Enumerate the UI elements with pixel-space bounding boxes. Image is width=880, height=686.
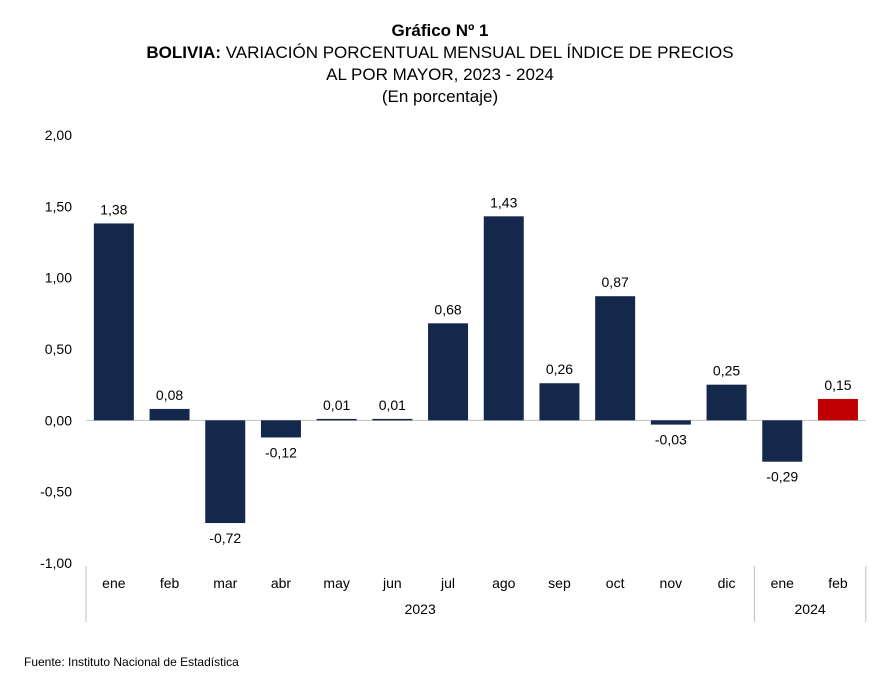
x-tick-label: jul [440,575,455,591]
data-label: 1,43 [490,194,517,210]
bar-jun [372,418,413,421]
bar-ene [762,420,803,462]
year-label: 2024 [795,601,826,617]
y-tick-label: 0,50 [45,341,72,357]
chart-title-block: Gráfico Nº 1 BOLIVIA: VARIACIÓN PORCENTU… [0,20,880,108]
y-tick-label: -0,50 [40,484,72,500]
data-label: -0,12 [265,444,297,460]
x-tick-label: ene [771,575,795,591]
bar-mar [205,420,246,524]
x-tick-label: oct [606,575,625,591]
bar-ene [93,223,134,421]
chart-subtitle-text: VARIACIÓN PORCENTUAL MENSUAL DEL ÍNDICE … [225,43,734,62]
data-label: 0,68 [434,301,461,317]
x-tick-label: ago [492,575,516,591]
x-tick-label: abr [271,575,292,591]
data-label: 0,87 [602,274,629,290]
bar-oct [595,296,636,421]
data-label: 0,08 [156,387,183,403]
year-label: 2023 [405,601,436,617]
bar-feb [817,398,858,421]
chart-title: Gráfico Nº 1 [391,21,489,40]
bar-sep [539,383,580,421]
x-tick-label: feb [828,575,848,591]
x-tick-label: may [323,575,349,591]
y-tick-label: 1,00 [45,270,72,286]
chart-subtitle-line-1: BOLIVIA: VARIACIÓN PORCENTUAL MENSUAL DE… [0,42,880,64]
chart-subtitle-line-3: (En porcentaje) [381,87,499,106]
data-label: -0,29 [766,469,798,485]
data-label: -0,03 [655,432,687,448]
bar-abr [260,420,301,438]
y-tick-label: 1,50 [45,198,72,214]
bar-jul [428,323,469,421]
bar-nov [650,420,691,425]
x-tick-label: dic [718,575,736,591]
bar-feb [149,408,190,421]
data-label: 0,26 [546,361,573,377]
y-tick-label: 2,00 [45,127,72,143]
bar-dic [706,384,747,421]
y-tick-label: -1,00 [40,555,72,571]
chart-subtitle-country: BOLIVIA: [146,43,221,62]
bar-ago [483,216,524,421]
data-label: 0,15 [824,377,851,393]
data-label: 0,01 [379,397,406,413]
y-tick-label: 0,00 [45,412,72,428]
data-label: -0,72 [209,530,241,546]
data-label: 0,01 [323,397,350,413]
source-note: Fuente: Instituto Nacional de Estadístic… [24,655,239,669]
chart-subtitle-line-2: AL POR MAYOR, 2023 - 2024 [326,65,554,84]
data-label: 0,25 [713,363,740,379]
x-tick-label: feb [160,575,180,591]
x-tick-label: ene [102,575,126,591]
x-tick-label: sep [548,575,571,591]
data-label: 1,38 [100,201,127,217]
x-tick-label: jun [382,575,402,591]
x-tick-label: nov [660,575,683,591]
x-tick-label: mar [213,575,237,591]
bar-may [316,418,357,421]
